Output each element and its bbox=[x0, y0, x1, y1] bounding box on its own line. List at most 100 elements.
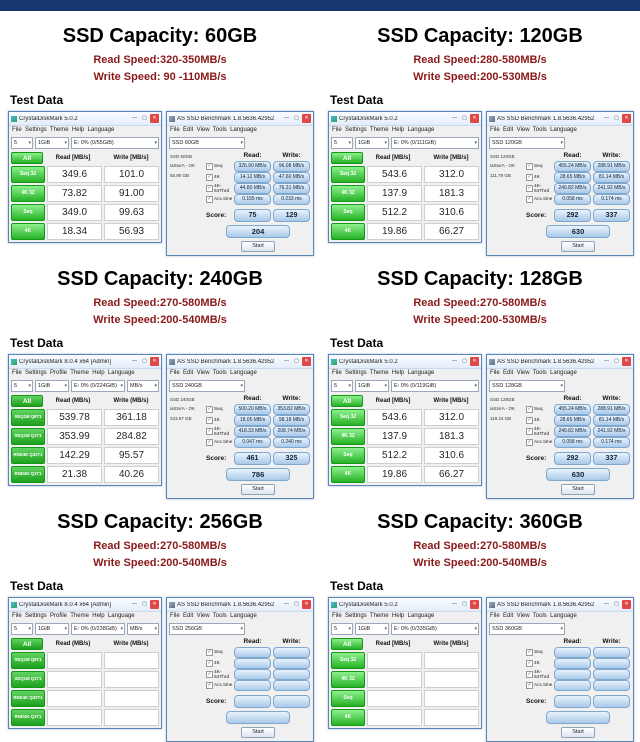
asd-drive-dropdown[interactable]: SSD 240GB bbox=[169, 380, 245, 392]
close-icon[interactable]: ✕ bbox=[302, 114, 311, 123]
checkbox-checked-icon[interactable]: ✓ bbox=[526, 174, 533, 181]
minimize-icon[interactable]: — bbox=[132, 601, 137, 607]
cdm-all-button[interactable]: All bbox=[331, 152, 363, 164]
cdm-test-button[interactable]: SEQ1M Q8T1 bbox=[11, 652, 45, 669]
cdm-test-button[interactable]: 4K bbox=[331, 223, 365, 240]
maximize-icon[interactable]: ▢ bbox=[614, 358, 619, 364]
close-icon[interactable]: ✕ bbox=[622, 114, 631, 123]
maximize-icon[interactable]: ▢ bbox=[462, 601, 467, 607]
maximize-icon[interactable]: ▢ bbox=[462, 358, 467, 364]
checkbox-checked-icon[interactable]: ✓ bbox=[206, 196, 213, 203]
cdm-test-button[interactable]: RND4K Q1T1 bbox=[11, 709, 45, 726]
cdm-unit-dropdown[interactable]: MB/s bbox=[127, 623, 159, 635]
minimize-icon[interactable]: — bbox=[284, 115, 289, 121]
close-icon[interactable]: ✕ bbox=[470, 114, 479, 123]
cdm-testsize-dropdown[interactable]: 1GiB bbox=[355, 380, 389, 392]
cdm-test-button[interactable]: RND4K Q1T1 bbox=[11, 466, 45, 483]
close-icon[interactable]: ✕ bbox=[150, 357, 159, 366]
cdm-unit-dropdown[interactable]: MB/s bbox=[127, 380, 159, 392]
checkbox-checked-icon[interactable]: ✓ bbox=[206, 406, 213, 413]
asd-menubar[interactable]: File Edit View Tools Language bbox=[170, 127, 257, 133]
cdm-test-button[interactable]: 4K 32 bbox=[331, 428, 365, 445]
cdm-test-button[interactable]: 4K bbox=[331, 466, 365, 483]
cdm-menubar[interactable]: File Settings Profile Theme Help Languag… bbox=[12, 613, 135, 619]
minimize-icon[interactable]: — bbox=[132, 358, 137, 364]
cdm-drive-dropdown[interactable]: E: 0% (0/119GiB) bbox=[391, 380, 479, 392]
cdm-drive-dropdown[interactable]: E: 0% (0/238GiB) bbox=[71, 623, 125, 635]
minimize-icon[interactable]: — bbox=[452, 601, 457, 607]
maximize-icon[interactable]: ▢ bbox=[294, 358, 299, 364]
cdm-test-button[interactable]: 4K bbox=[331, 709, 365, 726]
checkbox-checked-icon[interactable]: ✓ bbox=[526, 406, 533, 413]
checkbox-checked-icon[interactable]: ✓ bbox=[526, 439, 533, 446]
close-icon[interactable]: ✕ bbox=[622, 600, 631, 609]
checkbox-checked-icon[interactable]: ✓ bbox=[526, 660, 533, 667]
asd-start-button[interactable]: Start bbox=[561, 727, 595, 738]
asd-start-button[interactable]: Start bbox=[561, 241, 595, 252]
cdm-testsize-dropdown[interactable]: 1GiB bbox=[355, 623, 389, 635]
maximize-icon[interactable]: ▢ bbox=[142, 358, 147, 364]
checkbox-checked-icon[interactable]: ✓ bbox=[206, 428, 213, 435]
checkbox-checked-icon[interactable]: ✓ bbox=[206, 660, 213, 667]
cdm-test-button[interactable]: Seq 32 bbox=[331, 409, 365, 426]
cdm-menubar[interactable]: File Settings Theme Help Language bbox=[332, 127, 435, 133]
cdm-all-button[interactable]: All bbox=[11, 152, 43, 164]
cdm-testcount-dropdown[interactable]: 5 bbox=[11, 380, 33, 392]
asd-start-button[interactable]: Start bbox=[241, 241, 275, 252]
checkbox-checked-icon[interactable]: ✓ bbox=[526, 428, 533, 435]
asd-menubar[interactable]: File Edit View Tools Language bbox=[170, 613, 257, 619]
cdm-menubar[interactable]: File Settings Profile Theme Help Languag… bbox=[12, 370, 135, 376]
maximize-icon[interactable]: ▢ bbox=[614, 601, 619, 607]
asd-start-button[interactable]: Start bbox=[241, 484, 275, 495]
asd-menubar[interactable]: File Edit View Tools Language bbox=[490, 370, 577, 376]
cdm-drive-dropdown[interactable]: E: 0% (0/335GiB) bbox=[391, 623, 479, 635]
checkbox-checked-icon[interactable]: ✓ bbox=[526, 417, 533, 424]
checkbox-checked-icon[interactable]: ✓ bbox=[206, 671, 213, 678]
cdm-test-button[interactable]: SEQ1M Q1T1 bbox=[11, 671, 45, 688]
minimize-icon[interactable]: — bbox=[452, 358, 457, 364]
cdm-test-button[interactable]: Seq bbox=[11, 204, 45, 221]
checkbox-checked-icon[interactable]: ✓ bbox=[526, 649, 533, 656]
checkbox-checked-icon[interactable]: ✓ bbox=[206, 163, 213, 170]
checkbox-checked-icon[interactable]: ✓ bbox=[206, 682, 213, 689]
asd-drive-dropdown[interactable]: SSD 256GB bbox=[169, 623, 245, 635]
cdm-testcount-dropdown[interactable]: 5 bbox=[11, 137, 33, 149]
cdm-test-button[interactable]: 4K 32 bbox=[331, 185, 365, 202]
cdm-test-button[interactable]: 4K 32 bbox=[11, 185, 45, 202]
asd-menubar[interactable]: File Edit View Tools Language bbox=[490, 127, 577, 133]
maximize-icon[interactable]: ▢ bbox=[294, 115, 299, 121]
cdm-drive-dropdown[interactable]: E: 0% (0/55GiB) bbox=[71, 137, 159, 149]
cdm-test-button[interactable]: Seq bbox=[331, 447, 365, 464]
cdm-testsize-dropdown[interactable]: 1GiB bbox=[35, 623, 69, 635]
cdm-testcount-dropdown[interactable]: 5 bbox=[11, 623, 33, 635]
minimize-icon[interactable]: — bbox=[284, 601, 289, 607]
minimize-icon[interactable]: — bbox=[452, 115, 457, 121]
asd-drive-dropdown[interactable]: SSD 360GB bbox=[489, 623, 565, 635]
cdm-test-button[interactable]: SEQ1M Q1T1 bbox=[11, 428, 45, 445]
maximize-icon[interactable]: ▢ bbox=[294, 601, 299, 607]
cdm-testcount-dropdown[interactable]: 5 bbox=[331, 380, 353, 392]
cdm-all-button[interactable]: All bbox=[11, 395, 43, 407]
minimize-icon[interactable]: — bbox=[284, 358, 289, 364]
checkbox-checked-icon[interactable]: ✓ bbox=[206, 649, 213, 656]
cdm-test-button[interactable]: SEQ1M Q8T1 bbox=[11, 409, 45, 426]
cdm-testsize-dropdown[interactable]: 1GiB bbox=[35, 380, 69, 392]
minimize-icon[interactable]: — bbox=[132, 115, 137, 121]
close-icon[interactable]: ✕ bbox=[302, 357, 311, 366]
checkbox-checked-icon[interactable]: ✓ bbox=[526, 185, 533, 192]
cdm-drive-dropdown[interactable]: E: 0% (0/224GiB) bbox=[71, 380, 125, 392]
minimize-icon[interactable]: — bbox=[604, 358, 609, 364]
cdm-testcount-dropdown[interactable]: 5 bbox=[331, 137, 353, 149]
close-icon[interactable]: ✕ bbox=[470, 357, 479, 366]
cdm-testcount-dropdown[interactable]: 5 bbox=[331, 623, 353, 635]
maximize-icon[interactable]: ▢ bbox=[142, 115, 147, 121]
checkbox-checked-icon[interactable]: ✓ bbox=[526, 163, 533, 170]
checkbox-checked-icon[interactable]: ✓ bbox=[206, 439, 213, 446]
close-icon[interactable]: ✕ bbox=[622, 357, 631, 366]
asd-drive-dropdown[interactable]: SSD 128GB bbox=[489, 380, 565, 392]
cdm-menubar[interactable]: File Settings Theme Help Language bbox=[332, 613, 435, 619]
close-icon[interactable]: ✕ bbox=[150, 600, 159, 609]
close-icon[interactable]: ✕ bbox=[150, 114, 159, 123]
cdm-test-button[interactable]: Seq 32 bbox=[11, 166, 45, 183]
cdm-test-button[interactable]: Seq bbox=[331, 204, 365, 221]
